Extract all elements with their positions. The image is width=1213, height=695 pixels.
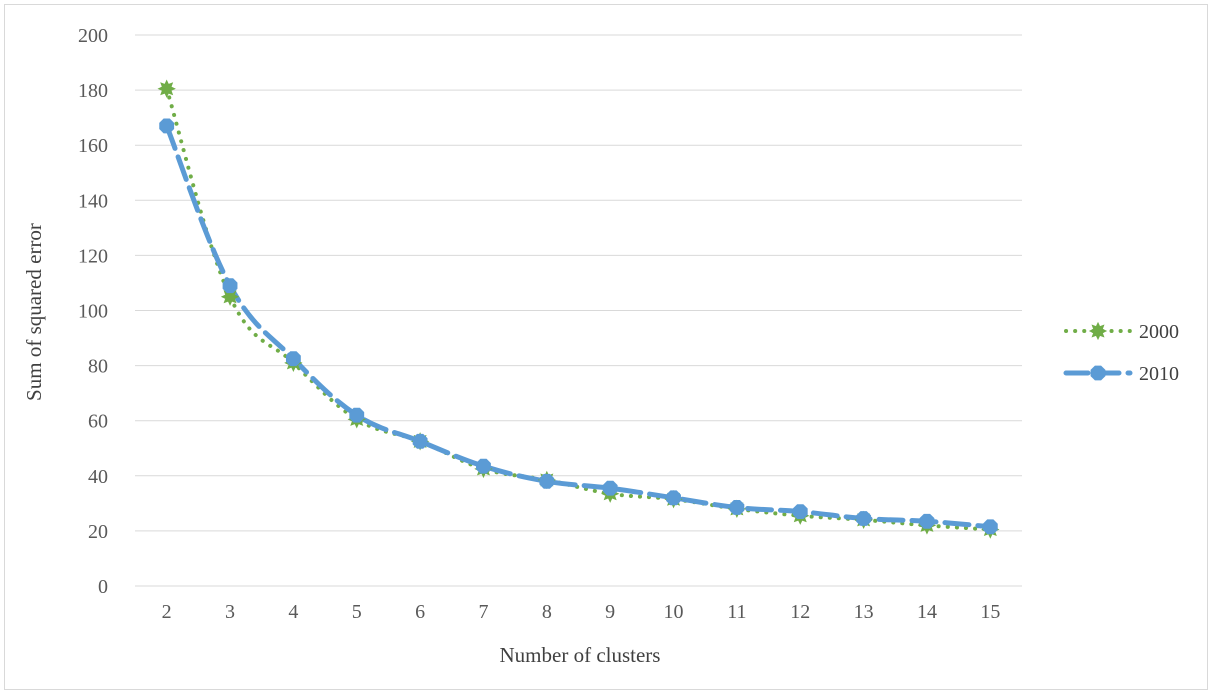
x-tick-label: 10: [664, 601, 684, 623]
x-tick-label: 3: [225, 601, 235, 623]
legend-label: 2000: [1139, 321, 1179, 343]
y-tick-label: 160: [78, 135, 108, 157]
series-markers: [157, 79, 1000, 539]
x-tick-label: 15: [980, 601, 1000, 623]
legend-marker: [1088, 321, 1108, 341]
x-tick-label: 5: [352, 601, 362, 623]
series-2010-point: [412, 433, 428, 449]
x-tick-label: 2: [162, 601, 172, 623]
series-2010-point: [222, 278, 238, 294]
x-tick-label: 9: [605, 601, 615, 623]
series-2010-point: [285, 351, 301, 367]
series-2010-point: [539, 473, 555, 489]
series-2010-point: [159, 118, 175, 134]
series-2010-line: [164, 123, 993, 530]
legend: 2000 2010: [1063, 321, 1179, 385]
series-2010-point: [919, 513, 935, 529]
y-tick-label: 140: [78, 190, 108, 212]
y-tick-label: 100: [78, 301, 108, 323]
y-tick-label: 40: [88, 466, 108, 488]
y-tick-label: 20: [88, 521, 108, 543]
x-tick-label: 14: [917, 601, 937, 623]
legend-item-2000: 2000: [1064, 321, 1179, 343]
y-tick-label: 60: [88, 411, 108, 433]
x-tick-label: 4: [288, 601, 298, 623]
y-axis-ticks: 0 20 40 60 80 100 120 140 160 180 200: [78, 25, 108, 598]
series-2000-point: [220, 287, 240, 306]
gridlines: [135, 34, 1022, 587]
chart-frame: [4, 4, 1208, 690]
series-2000-point: [157, 79, 176, 98]
series-2010-point: [349, 407, 365, 423]
x-axis-title: Number of clusters: [500, 643, 661, 667]
x-axis-ticks: 2 3 4 5 6 7 8 9 10 11 12 13 14 15: [162, 601, 1001, 623]
legend-label: 2010: [1139, 363, 1179, 385]
series-2010-point: [476, 458, 491, 474]
series-2010-point: [666, 490, 681, 506]
x-tick-label: 8: [542, 601, 552, 623]
series-2000-line: [164, 86, 993, 532]
series-2010-point: [792, 504, 808, 520]
series-lines: [164, 86, 993, 532]
x-tick-label: 6: [415, 601, 425, 623]
series-2010-point: [856, 511, 872, 526]
legend-marker: [1090, 365, 1106, 381]
legend-item-2010: 2010: [1063, 363, 1179, 385]
y-tick-label: 120: [78, 245, 108, 267]
y-tick-label: 80: [88, 356, 108, 378]
x-tick-label: 13: [854, 601, 874, 623]
y-tick-label: 200: [78, 25, 108, 47]
series-2010-point: [729, 500, 745, 515]
y-axis-title: Sum of squared error: [22, 223, 46, 401]
x-tick-label: 11: [727, 601, 746, 623]
x-tick-label: 7: [478, 601, 488, 623]
series-2010-point: [602, 480, 618, 496]
x-tick-label: 12: [790, 601, 810, 623]
series-2010-point: [982, 519, 998, 535]
y-tick-label: 180: [78, 80, 108, 102]
y-tick-label: 0: [98, 576, 108, 598]
